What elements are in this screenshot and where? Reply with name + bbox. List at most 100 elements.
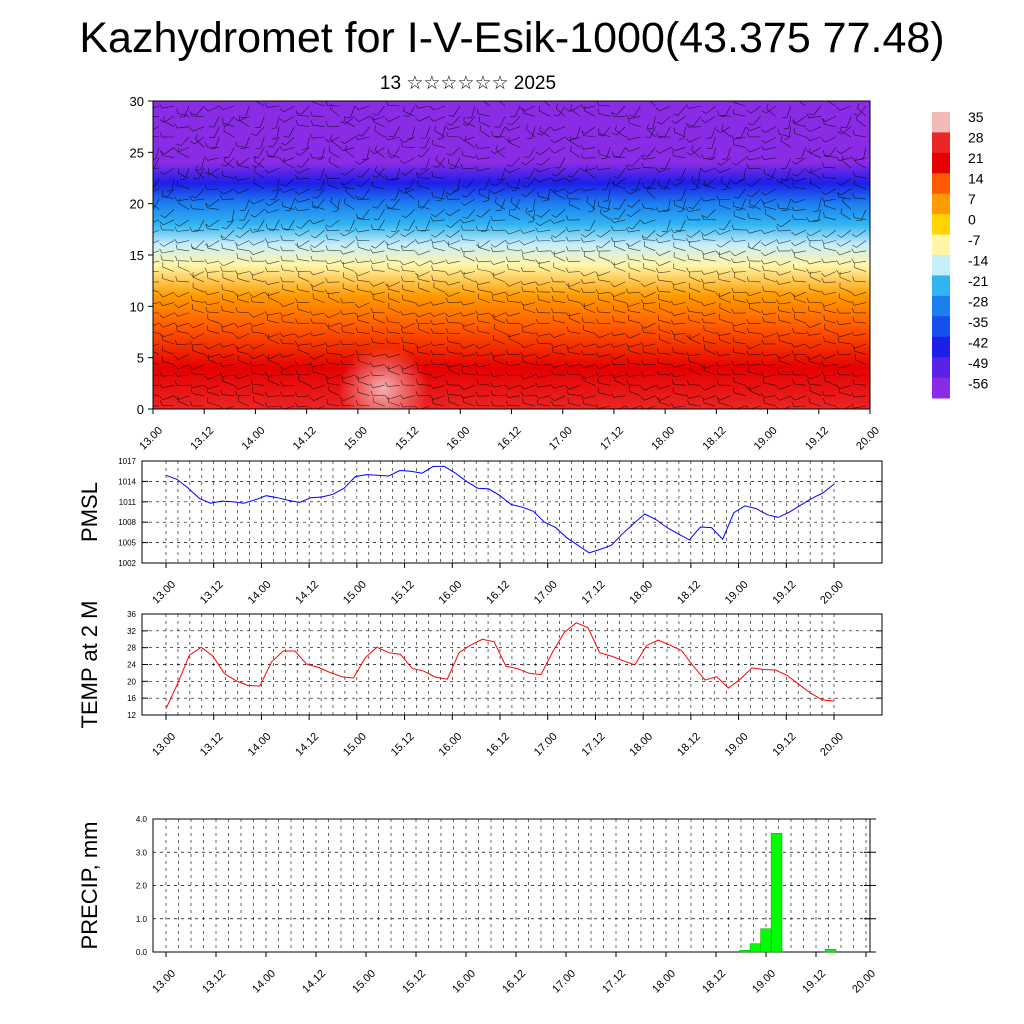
wind-barb-flag [401, 265, 404, 271]
wind-barb [689, 136, 701, 143]
wind-barb-flag [761, 242, 766, 247]
section-ytick-label: 5 [137, 351, 144, 366]
wind-barb [763, 312, 776, 315]
wind-barb [733, 373, 746, 376]
wind-barb-flag [687, 306, 689, 312]
wind-barb-flag [580, 153, 584, 159]
wind-barb-flag [145, 231, 149, 235]
wind-barb-flag [403, 115, 409, 117]
wind-barb [809, 343, 822, 349]
wind-barb [330, 139, 340, 148]
wind-barb-flag [249, 250, 254, 255]
wind-barb-flag [535, 360, 539, 366]
wind-barb-flag [190, 141, 195, 145]
wind-barb [478, 354, 490, 357]
wind-barb-flag [836, 156, 840, 161]
wind-barb [726, 147, 731, 159]
wind-barb [508, 312, 521, 317]
page-title: Kazhydromet for I-V-Esik-1000(43.375 77.… [79, 14, 945, 62]
wind-barb [359, 157, 370, 165]
wind-barb [706, 105, 716, 114]
wind-barb [540, 209, 551, 218]
wind-barb-flag [565, 177, 569, 182]
wind-barb [605, 178, 611, 190]
wind-barb [272, 136, 280, 148]
wind-barb [568, 343, 581, 349]
wind-barb [449, 188, 461, 196]
wind-barb [372, 342, 385, 345]
wind-barb [786, 198, 792, 211]
wind-barb-flag [836, 369, 840, 375]
section-xtick-label: 13.00 [137, 425, 165, 453]
wind-barb-flag [490, 271, 494, 276]
wind-barb-flag [445, 131, 449, 137]
wind-barb-flag [776, 226, 780, 232]
wind-barb-flag [249, 313, 254, 318]
section-xtick-label: 18.12 [701, 425, 729, 453]
wind-barb-flag [810, 178, 812, 184]
wind-barb-flag [417, 273, 419, 280]
wind-barb [723, 219, 731, 230]
wind-barb [508, 395, 521, 398]
wind-barb-flag [627, 227, 633, 230]
wind-barb-flag [445, 281, 449, 286]
wind-barb-flag [193, 178, 199, 180]
wind-barb [478, 247, 490, 252]
wind-barb [358, 271, 370, 277]
wind-barb-flag [430, 373, 434, 379]
wind-barb [238, 401, 250, 407]
wind-barb-flag [234, 385, 239, 390]
wind-barb [538, 281, 551, 286]
wind-barb [523, 322, 536, 328]
wind-barb [162, 302, 175, 306]
wind-barb [598, 382, 611, 386]
wind-barb [298, 349, 310, 355]
wind-barb [448, 163, 461, 169]
wind-barb-flag [415, 272, 420, 277]
wind-barb [177, 266, 190, 272]
wind-barb [572, 167, 581, 178]
wind-barb [539, 130, 551, 138]
wind-barb-flag [853, 170, 855, 176]
wind-barb [780, 140, 791, 148]
wind-barb-flag [174, 312, 178, 317]
wind-barb-flag [475, 154, 479, 160]
wind-barb-flag [505, 282, 510, 287]
wind-barb-flag [324, 374, 329, 379]
wind-barb [704, 349, 716, 355]
wind-barb [680, 219, 686, 231]
wind-barb-flag [159, 293, 164, 298]
wind-barb-flag [778, 129, 780, 135]
wind-barb [162, 105, 175, 109]
wind-barb-flag [762, 316, 765, 322]
wind-barb [824, 116, 837, 122]
wind-barb-flag [461, 195, 467, 198]
wind-barb-flag [370, 150, 375, 154]
wind-barb [824, 309, 836, 314]
wind-barb-flag [384, 283, 390, 288]
wind-barb [403, 322, 415, 329]
precip-bar [824, 949, 837, 953]
wind-barb [254, 171, 265, 179]
wind-barb-flag [384, 365, 389, 370]
wind-barb [508, 291, 521, 297]
wind-barb [253, 354, 265, 360]
wind-barb [666, 219, 671, 232]
wind-barb [425, 157, 431, 170]
wind-barb [514, 105, 521, 118]
wind-barb [418, 250, 430, 256]
wind-barb [177, 364, 190, 370]
wind-barb-flag [251, 133, 257, 136]
wind-barb-flag [431, 275, 434, 281]
wind-barb-flag [174, 365, 179, 370]
wind-barb [779, 354, 791, 359]
wind-barb [267, 374, 280, 377]
section-warm-peak [338, 346, 429, 409]
wind-barb-flag [280, 369, 283, 375]
wind-barb [569, 140, 581, 148]
wind-barb [796, 167, 807, 177]
wind-barb [779, 271, 791, 276]
wind-barb [357, 279, 370, 283]
wind-barb-flag [372, 175, 378, 178]
wind-barb-flag [840, 208, 843, 214]
